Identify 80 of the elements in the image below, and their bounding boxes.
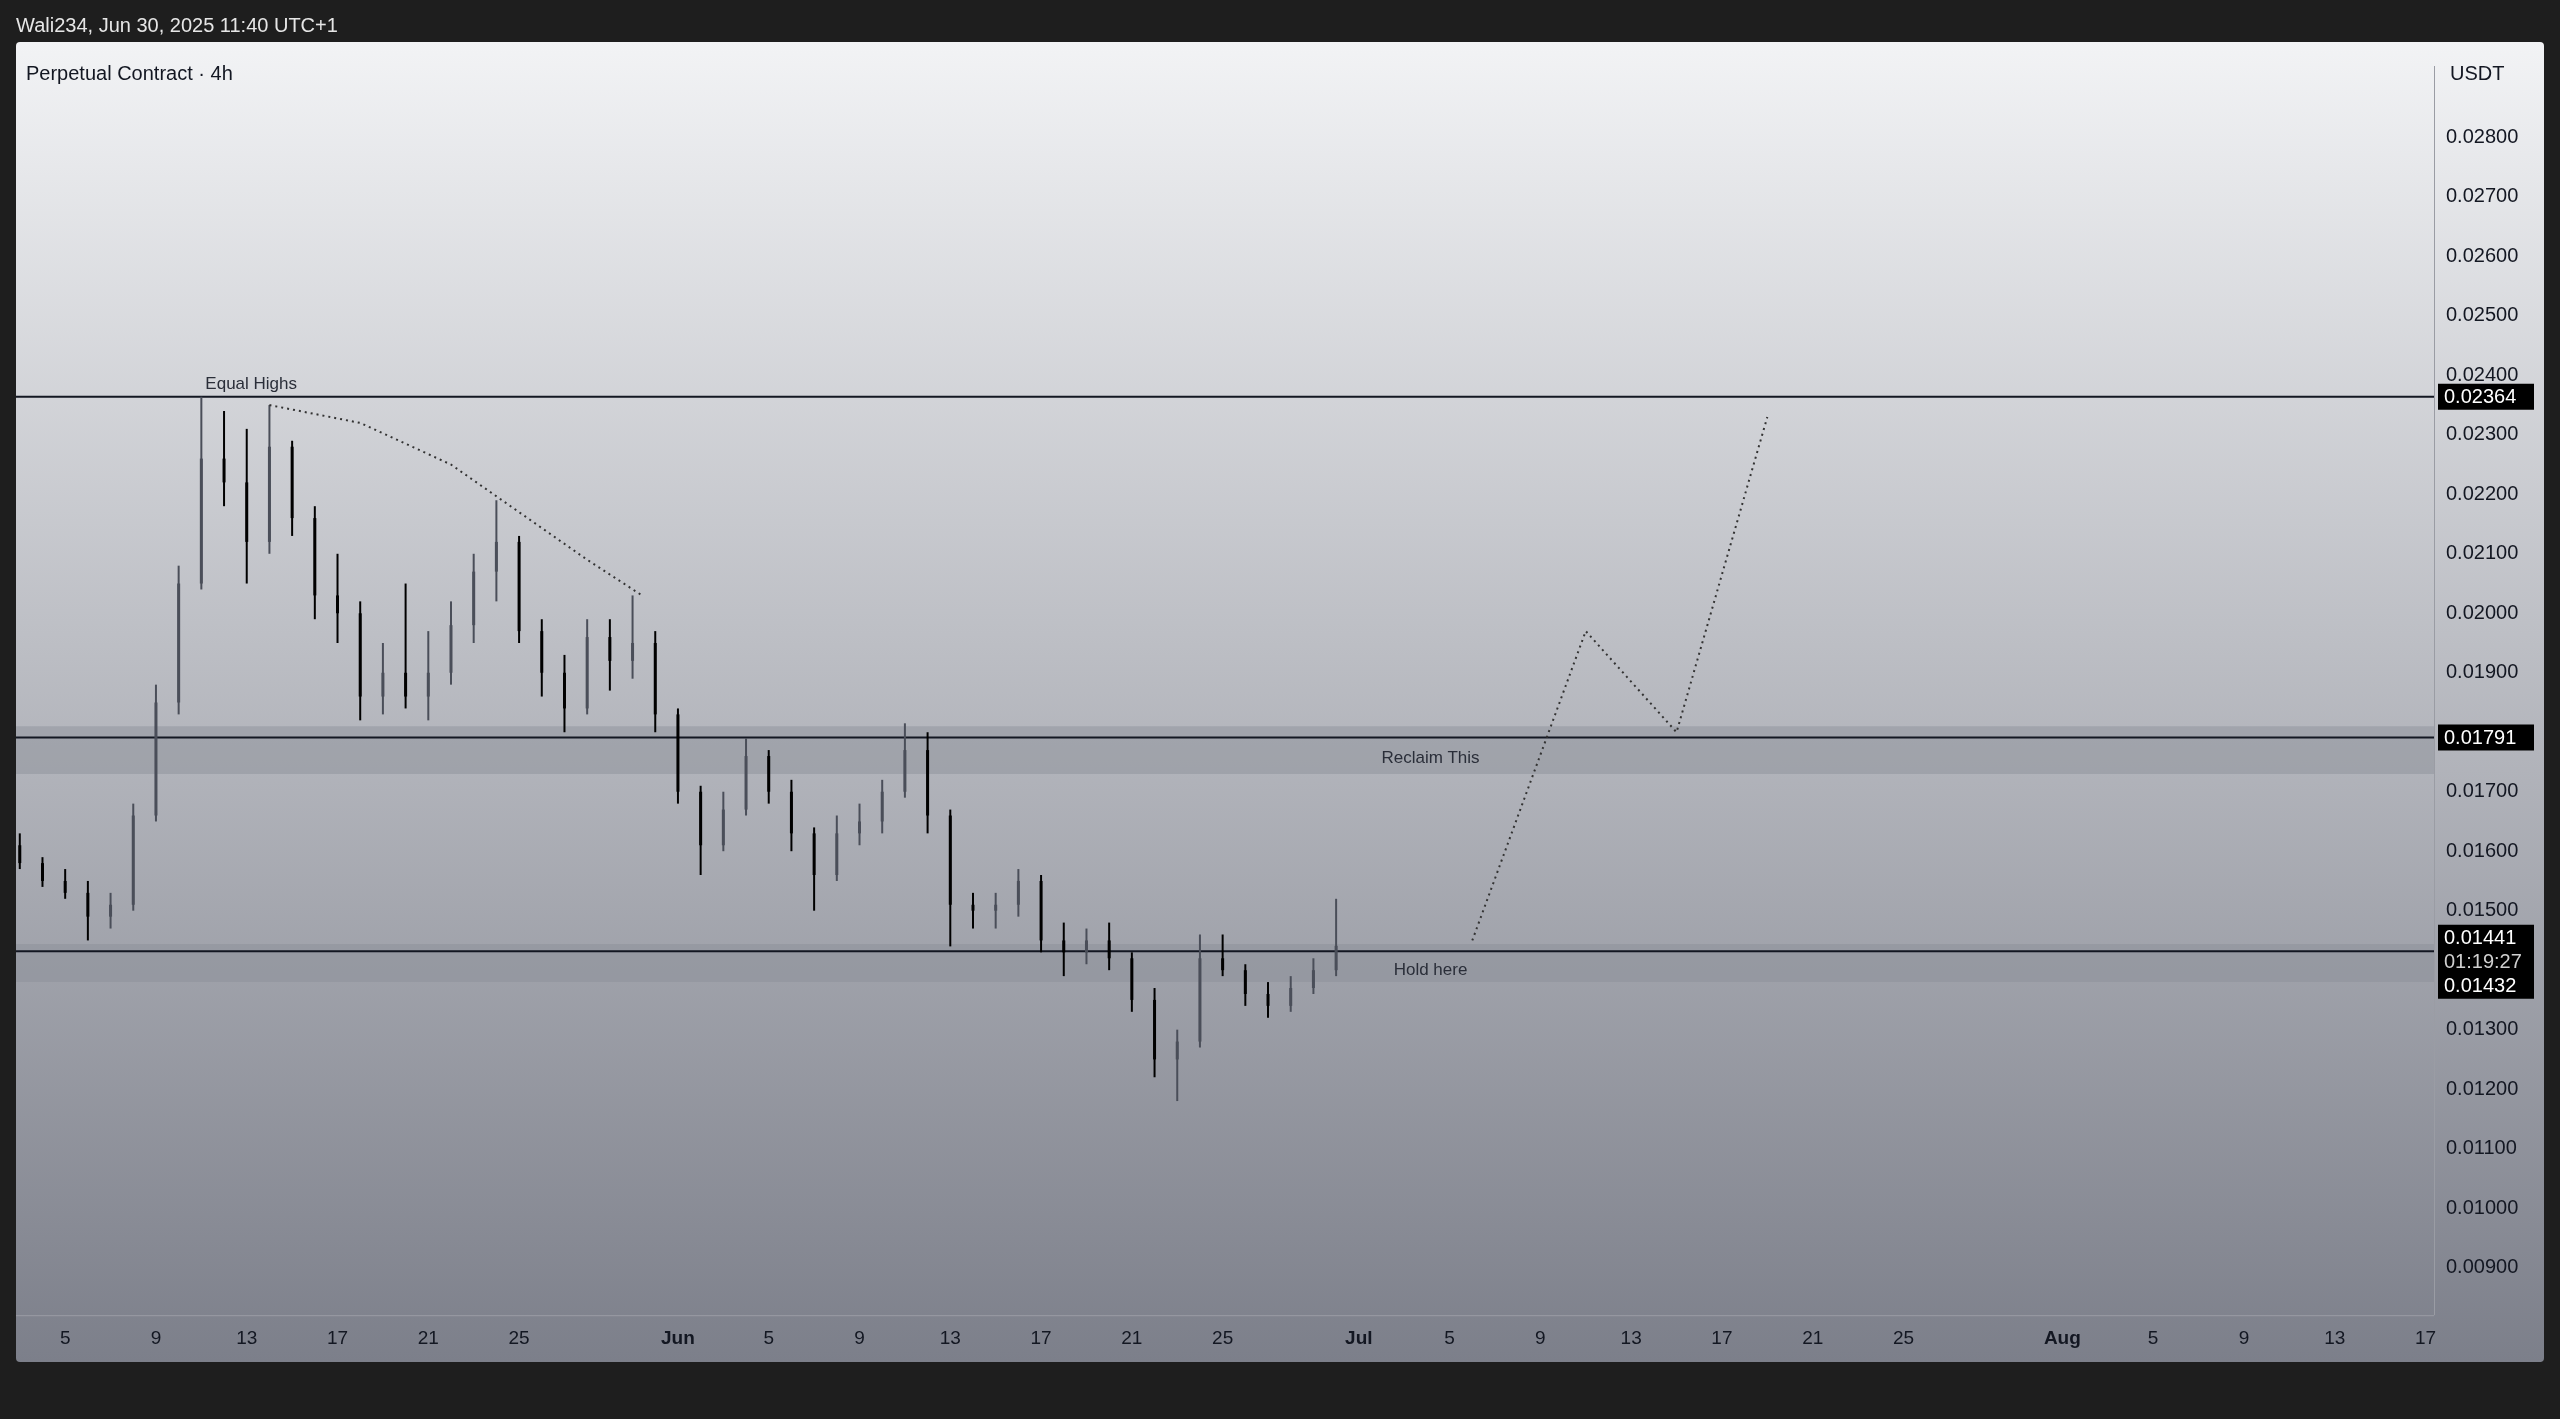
y-tick-label: 0.01200 (2446, 1076, 2519, 1099)
y-tick-label: 0.02000 (2446, 600, 2519, 623)
candlestick (222, 410, 226, 508)
y-tick-label: 0.02800 (2446, 124, 2519, 147)
x-tick-label: 21 (417, 1326, 439, 1348)
x-tick-label: 9 (854, 1326, 865, 1348)
y-tick-label: 0.01000 (2446, 1195, 2519, 1218)
y-tick-label: 0.01100 (2446, 1136, 2517, 1159)
x-tick-label: 13 (939, 1326, 961, 1348)
candlestick (1311, 957, 1315, 995)
x-tick-label: 13 (2324, 1326, 2346, 1348)
x-tick-label: 13 (236, 1326, 258, 1348)
candlestick (1221, 933, 1225, 978)
y-tick-label: 0.01700 (2446, 779, 2519, 802)
x-tick-label: 25 (1892, 1326, 1915, 1348)
y-tick-label: 0.02600 (2446, 243, 2519, 266)
x-tick-label: 9 (1535, 1326, 1546, 1348)
y-tick-label: 0.01900 (2446, 660, 2519, 683)
candlestick (63, 868, 67, 900)
x-tick-label: Jul (1345, 1326, 1373, 1348)
x-tick-label: 13 (1620, 1326, 1642, 1348)
x-tick-label: 9 (150, 1326, 162, 1348)
x-tick-label: 9 (2238, 1326, 2250, 1348)
candlestick (1243, 963, 1247, 1007)
band-label: Reclaim This (1381, 748, 1480, 768)
candlestick (608, 618, 612, 692)
candlestick (109, 891, 113, 930)
x-tick-label: 17 (1030, 1326, 1052, 1348)
candlestick (426, 630, 430, 722)
candlestick (86, 879, 90, 942)
text: 01:19:27 (2444, 950, 2522, 973)
line-series (268, 404, 644, 597)
y-axis-title: USDT (2450, 61, 2505, 84)
text: 0.01441 (2444, 926, 2517, 949)
candlestick (336, 552, 340, 645)
ref-line-label: 0.02364 (2444, 385, 2517, 408)
candlestick (1062, 921, 1066, 978)
band-label: Hold here (1393, 959, 1468, 979)
candlestick (40, 856, 44, 888)
x-tick-label: 17 (326, 1326, 349, 1348)
x-tick-label: Jun (661, 1326, 695, 1348)
candlestick (1016, 868, 1020, 918)
x-tick-label: 5 (2147, 1326, 2159, 1348)
x-tick-label: 17 (1711, 1326, 1733, 1348)
candlestick (994, 891, 998, 930)
chart-subtitle: Wali234, Jun 30, 2025 11:40 UTC+1 (16, 14, 338, 37)
x-tick-label: 21 (1802, 1326, 1824, 1348)
candlestick (1175, 1028, 1179, 1103)
ref-line-label: 0.01432 (2444, 974, 2517, 997)
candlestick (631, 594, 635, 680)
x-tick-label: 5 (763, 1326, 775, 1348)
x-tick-label: 17 (2414, 1326, 2437, 1348)
y-tick-label: 0.02200 (2446, 481, 2519, 504)
x-tick-label: 5 (59, 1326, 71, 1348)
y-tick-label: 0.02700 (2446, 184, 2519, 207)
candlestick (18, 832, 22, 871)
candlestick (1266, 981, 1270, 1019)
candlestick (404, 582, 408, 710)
ref-line-label: 0.01791 (2444, 726, 2517, 749)
x-tick-label: 21 (1121, 1326, 1143, 1348)
y-tick-label: 0.01300 (2446, 1017, 2519, 1040)
y-tick-label: 0.00900 (2446, 1255, 2519, 1278)
candlestick (1107, 921, 1111, 972)
y-tick-label: 0.02400 (2446, 362, 2519, 385)
y-tick-label: 0.02100 (2446, 541, 2519, 564)
chart-title: Perpetual Contract · 4h (26, 61, 233, 84)
y-tick-label: 0.01500 (2446, 898, 2519, 921)
y-tick-label: 0.02300 (2446, 422, 2519, 445)
x-tick-label: 25 (508, 1326, 530, 1348)
x-tick-label: 5 (1444, 1326, 1455, 1348)
candlestick (971, 891, 975, 930)
y-tick-label: 0.01600 (2446, 838, 2519, 861)
candlestick (1289, 975, 1293, 1013)
candlestick (858, 802, 862, 847)
x-tick-label: 25 (1212, 1326, 1234, 1348)
y-tick-label: 0.02500 (2446, 303, 2519, 326)
candlestick (1084, 927, 1088, 966)
annotation: Equal Highs (205, 373, 298, 393)
x-tick-label: Aug (2043, 1326, 2081, 1348)
candlestick (381, 642, 385, 716)
